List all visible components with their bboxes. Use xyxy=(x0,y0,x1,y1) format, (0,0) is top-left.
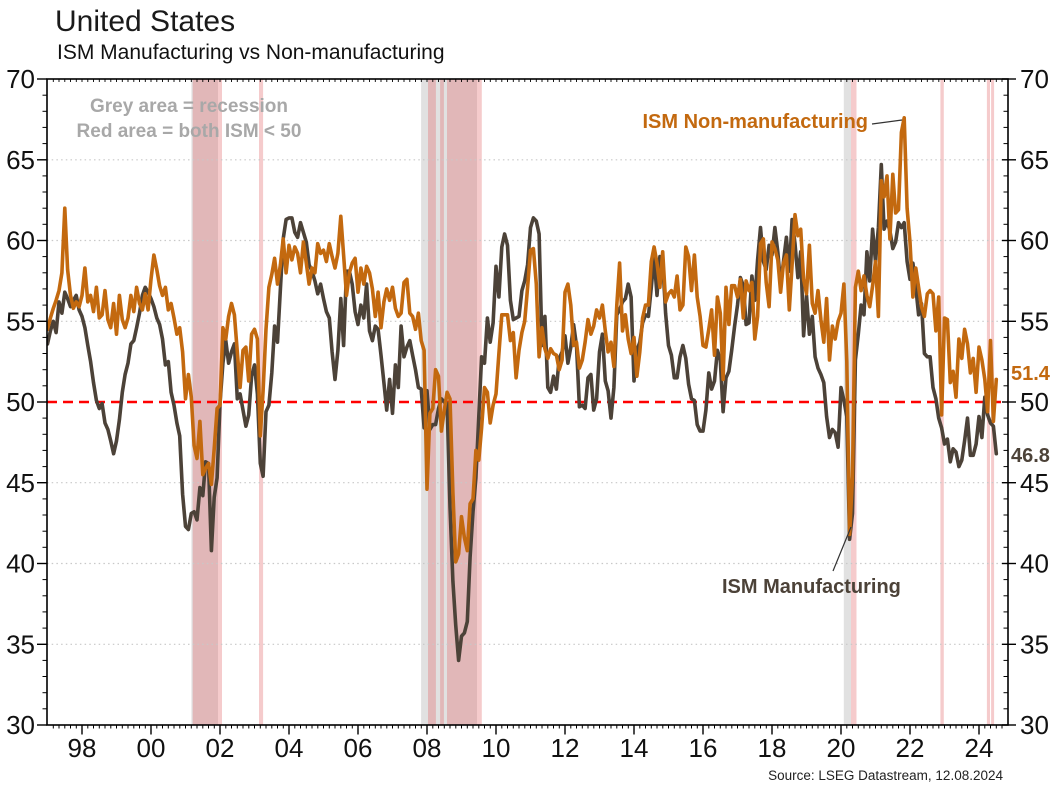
svg-text:50: 50 xyxy=(1020,387,1049,417)
svg-text:60: 60 xyxy=(1020,226,1049,256)
svg-text:00: 00 xyxy=(137,733,166,763)
svg-text:35: 35 xyxy=(6,629,35,659)
svg-text:50: 50 xyxy=(6,387,35,417)
svg-text:40: 40 xyxy=(1020,549,1049,579)
svg-text:24: 24 xyxy=(965,733,994,763)
svg-text:14: 14 xyxy=(620,733,649,763)
svg-text:55: 55 xyxy=(1020,306,1049,336)
svg-text:45: 45 xyxy=(1020,468,1049,498)
svg-text:35: 35 xyxy=(1020,629,1049,659)
svg-text:70: 70 xyxy=(6,64,35,94)
svg-text:98: 98 xyxy=(68,733,97,763)
note-red-both-ism: Red area = both ISM < 50 xyxy=(76,121,302,142)
svg-text:55: 55 xyxy=(6,306,35,336)
non-manufacturing-series-label: ISM Non-manufacturing xyxy=(642,111,868,133)
manufacturing-series-label: ISM Manufacturing xyxy=(722,576,901,598)
note-grey-recession: Grey area = recession xyxy=(89,96,289,117)
non-manufacturing-last-value: 51.4 xyxy=(1011,363,1050,385)
source-note: Source: LSEG Datastream, 12.08.2024 xyxy=(768,768,1003,783)
svg-text:04: 04 xyxy=(275,733,304,763)
chart-subtitle: ISM Manufacturing vs Non-manufacturing xyxy=(57,41,445,64)
svg-text:40: 40 xyxy=(6,549,35,579)
svg-text:30: 30 xyxy=(6,710,35,740)
svg-text:18: 18 xyxy=(758,733,787,763)
svg-text:10: 10 xyxy=(482,733,511,763)
manufacturing-last-value: 46.8 xyxy=(1011,445,1050,467)
svg-text:02: 02 xyxy=(206,733,235,763)
svg-text:12: 12 xyxy=(551,733,580,763)
page-title: United States xyxy=(55,5,236,38)
svg-text:45: 45 xyxy=(6,468,35,498)
svg-text:60: 60 xyxy=(6,226,35,256)
svg-text:65: 65 xyxy=(1020,145,1049,175)
svg-text:65: 65 xyxy=(6,145,35,175)
svg-text:06: 06 xyxy=(344,733,373,763)
svg-text:20: 20 xyxy=(827,733,856,763)
svg-text:16: 16 xyxy=(689,733,718,763)
svg-text:70: 70 xyxy=(1020,64,1049,94)
svg-text:22: 22 xyxy=(896,733,925,763)
svg-text:30: 30 xyxy=(1020,710,1049,740)
svg-text:08: 08 xyxy=(413,733,442,763)
